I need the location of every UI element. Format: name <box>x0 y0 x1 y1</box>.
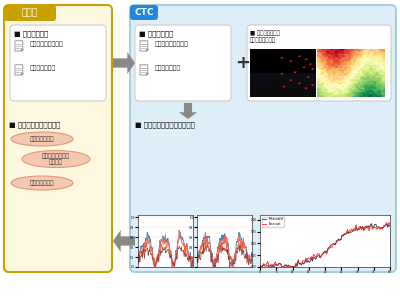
FancyBboxPatch shape <box>4 5 56 21</box>
Text: 発電計画書作成: 発電計画書作成 <box>30 136 54 142</box>
Legend: Measured, Forecast: Measured, Forecast <box>262 217 284 227</box>
Polygon shape <box>146 73 148 75</box>
Text: CTC: CTC <box>134 8 154 17</box>
Forecast <box>384 221 389 224</box>
Forecast <box>361 229 366 233</box>
Forecast <box>388 222 392 226</box>
Text: お客様: お客様 <box>22 8 38 17</box>
Polygon shape <box>15 65 23 75</box>
FancyBboxPatch shape <box>10 25 106 101</box>
FancyBboxPatch shape <box>247 25 391 101</box>
Polygon shape <box>140 41 148 51</box>
Forecast <box>258 264 262 267</box>
Ellipse shape <box>22 151 90 167</box>
Measured <box>259 265 264 269</box>
FancyBboxPatch shape <box>130 5 158 20</box>
Line: Forecast: Forecast <box>260 223 390 267</box>
Polygon shape <box>179 103 197 119</box>
Text: 余剰電力の適用: 余剰電力の適用 <box>30 180 54 186</box>
Ellipse shape <box>11 176 73 190</box>
Text: 発電実績データ: 発電実績データ <box>30 65 56 71</box>
Measured <box>348 231 353 234</box>
Text: ■ 発電所の情報: ■ 発電所の情報 <box>139 31 173 37</box>
Forecast <box>294 263 298 267</box>
Text: ■ 発電所の情報: ■ 発電所の情報 <box>14 31 48 37</box>
FancyBboxPatch shape <box>130 5 396 272</box>
Polygon shape <box>146 49 148 51</box>
Polygon shape <box>21 73 23 75</box>
FancyBboxPatch shape <box>135 25 231 101</box>
Measured <box>386 226 390 229</box>
Text: ■ 発電予測データの活用: ■ 発電予測データの活用 <box>9 121 60 128</box>
Polygon shape <box>113 230 135 252</box>
Ellipse shape <box>11 132 73 146</box>
Text: 発電所の諸元データ: 発電所の諸元データ <box>30 41 64 47</box>
Polygon shape <box>140 65 148 75</box>
FancyBboxPatch shape <box>4 5 112 272</box>
Text: ■ 気象予測データ
（風況・日射量）: ■ 気象予測データ （風況・日射量） <box>250 30 280 43</box>
Measured <box>286 263 291 267</box>
Line: Measured: Measured <box>260 224 390 267</box>
Measured <box>369 222 374 225</box>
Polygon shape <box>21 49 23 51</box>
Measured <box>361 228 366 232</box>
Polygon shape <box>15 41 23 51</box>
Forecast <box>348 230 353 233</box>
Measured <box>258 264 262 267</box>
Text: +: + <box>235 54 250 72</box>
Measured <box>388 225 392 228</box>
Forecast <box>286 265 291 268</box>
Forecast <box>331 243 336 247</box>
Text: 発電実績データ: 発電実績データ <box>155 65 181 71</box>
Polygon shape <box>113 52 135 74</box>
Forecast <box>386 224 390 227</box>
Measured <box>331 242 336 245</box>
Text: ■ 発電量の予測データを作成: ■ 発電量の予測データを作成 <box>135 121 195 128</box>
Text: メンテナンス作業
計画作成: メンテナンス作業 計画作成 <box>42 153 70 165</box>
Measured <box>294 261 298 265</box>
Forecast <box>260 265 264 269</box>
Text: 発電所の諸元データ: 発電所の諸元データ <box>155 41 189 47</box>
